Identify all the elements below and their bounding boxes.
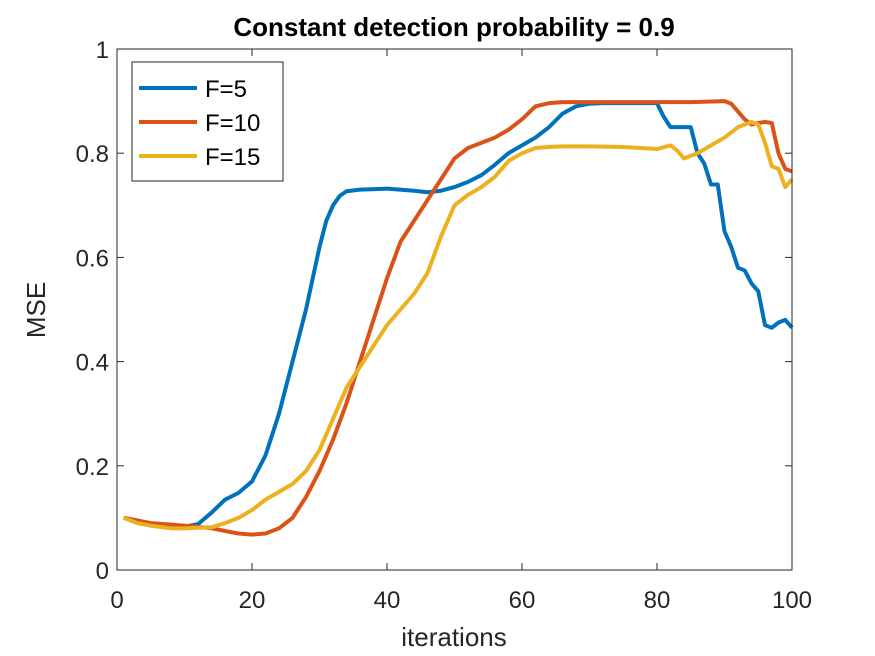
y-tick-label: 0.4	[76, 350, 109, 377]
series-layer	[123, 99, 794, 537]
x-tick-label: 20	[239, 587, 266, 614]
x-tick-label: 100	[772, 587, 812, 614]
legend-label-1: F=5	[205, 76, 247, 103]
x-tick-label: 40	[374, 587, 401, 614]
legend-label-3: F=15	[205, 144, 260, 171]
x-tick-label: 80	[644, 587, 671, 614]
y-axis: 0 0.2 0.4 0.6 0.8 1	[76, 37, 792, 585]
legend: F=5 F=10 F=15	[131, 61, 284, 182]
y-tick-label: 0.8	[76, 141, 109, 168]
y-tick-label: 0	[96, 558, 109, 585]
legend-label-2: F=10	[205, 110, 260, 137]
x-axis-title: iterations	[401, 622, 507, 652]
chart-title: Constant detection probability = 0.9	[233, 12, 674, 42]
y-axis-title: MSE	[21, 282, 51, 338]
y-tick-label: 0.2	[76, 454, 109, 481]
series-line-3	[123, 119, 794, 531]
series-line-1	[123, 101, 794, 530]
y-tick-label: 1	[96, 37, 109, 64]
series-line-2	[123, 99, 793, 537]
x-tick-label: 60	[509, 587, 536, 614]
x-axis: 0 20 40 60 80 100	[110, 49, 812, 614]
axes-box	[116, 48, 793, 571]
y-tick-label: 0.6	[76, 245, 109, 272]
x-tick-label: 0	[110, 587, 123, 614]
